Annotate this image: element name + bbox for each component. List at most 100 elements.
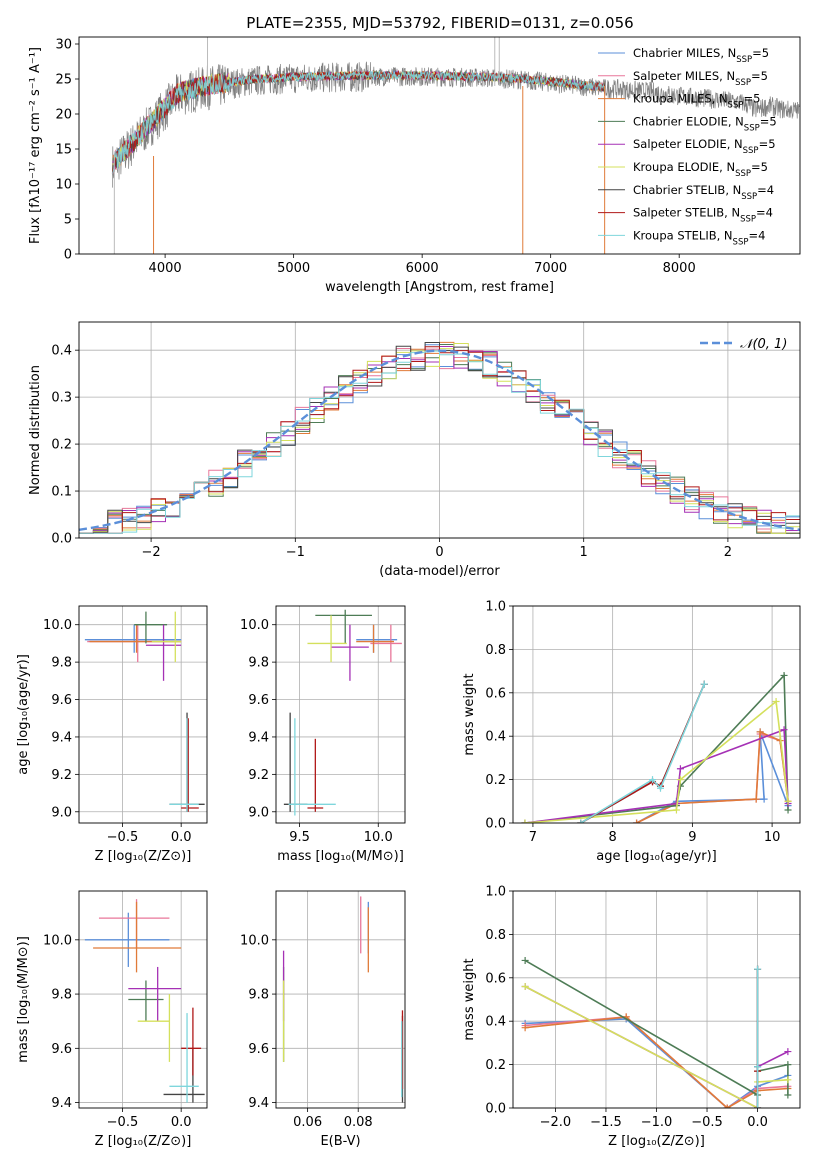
tick-label-x: 10 (764, 830, 781, 845)
tick-label-y: 0.8 (485, 928, 506, 943)
tick-label-y: 9.4 (248, 1096, 269, 1111)
weight-point-ELODIE_Salpeter (784, 1048, 792, 1056)
weight-line-STELIB_Salpeter (580, 683, 706, 823)
tick-label-y: 10.0 (240, 933, 269, 948)
tick-label-y: 9.4 (248, 730, 269, 745)
weight-line-ELODIE_Kroupa (524, 699, 789, 823)
errorbar-STELIB_Kroupa (288, 718, 336, 816)
tick-label-x: 7 (529, 830, 537, 845)
panel-mass_vs_Z: −0.5 0.0 9.4 9.6 9.8 10.0 Z [log₁₀(Z/Z⊙)] mass … (16, 890, 208, 1149)
weight-point-ELODIE_Chabrier (784, 1091, 792, 1099)
tick-label-y: 20 (55, 108, 72, 123)
y-axis-label: mass [log₁₀(M/M⊙)] (16, 936, 31, 1063)
axes-frame (78, 605, 208, 824)
weight-point-ELODIE_Chabrier (784, 806, 792, 814)
frame-residuals: −2 −1 0 1 2 0.0 0.1 0.2 0.3 0.4 (data-model)/error… (28, 321, 801, 579)
tick-label-y: 10.0 (240, 618, 269, 633)
legend-entry-MILES_Kroupa: Kroupa MILES, NSSP=5 (633, 92, 760, 111)
frame-mass_vs_ebv: 0.06 0.08 9.4 9.6 9.8 10.0 E(B-V) (240, 890, 406, 1149)
weight-line-STELIB_Chabrier (580, 683, 706, 823)
tick-label-y: 0.0 (51, 532, 72, 547)
axes-frame (275, 890, 406, 1109)
figure-title: PLATE=2355, MJD=53792, FIBERID=0131, z=0… (246, 14, 633, 32)
weight-point-ELODIE_Kroupa (672, 806, 680, 814)
legend-entry-ELODIE_Salpeter: Salpeter ELODIE, NSSP=5 (633, 137, 776, 156)
legend-entry-MILES_Chabrier: Chabrier MILES, NSSP=5 (633, 46, 769, 65)
tick-label-y: 0.8 (485, 643, 506, 658)
tick-label-y: 9.8 (51, 656, 72, 671)
charts-layer: 4000 5000 6000 7000 8000051015202530waveleng… (16, 36, 801, 1149)
weight-point-ELODIE_Kroupa (521, 819, 529, 823)
errorbar-STELIB_Salpeter (181, 1007, 202, 1076)
frame-mass_vs_Z: −0.5 0.0 9.4 9.6 9.8 10.0 Z [log₁₀(Z/Z⊙)] mass … (16, 890, 208, 1149)
legend-entry-STELIB_Chabrier: Chabrier STELIB, NSSP=4 (633, 183, 774, 202)
y-axis-label: Flux [fλ10⁻¹⁷ erg cm⁻² s⁻¹ A⁻¹] (28, 47, 43, 244)
y-axis-label: age [log₁₀(age/yr)] (16, 654, 31, 775)
tick-label-y: 9.6 (248, 693, 269, 708)
tick-label-x: 10.0 (364, 830, 393, 845)
spectrum-legend: Chabrier MILES, NSSP=5 Salpeter MILES, NS… (598, 46, 777, 247)
tick-label-x: −0.5 (691, 1115, 723, 1130)
tick-label-y: 15 (55, 143, 72, 158)
model-spectrum-STELIB_Kroupa (111, 70, 606, 174)
weight-point-MILES_Kroupa (756, 728, 764, 736)
tick-label-y: 9.0 (51, 805, 72, 820)
tick-label-y: 9.8 (248, 988, 269, 1003)
errorbar-ELODIE_Salpeter (331, 624, 369, 681)
x-axis-label: wavelength [Angstrom, rest frame] (325, 280, 554, 295)
weight-point-STELIB_Kroupa (754, 965, 762, 973)
marks-mass_vs_Z (84, 899, 205, 1103)
tick-label-y: 1.0 (485, 600, 506, 615)
x-axis-label: (data-model)/error (379, 564, 500, 579)
weight-point-ELODIE_Kroupa (676, 776, 684, 784)
marks-mass_weight_vs_age (521, 671, 792, 823)
panel-age_vs_Z: −0.5 0.0 9.0 9.2 9.4 9.6 9.8 10.0 Z [log₁₀(Z/Z⊙)… (16, 605, 208, 864)
x-axis-label: Z [log₁₀(Z/Z⊙)] (95, 1134, 192, 1149)
tick-label-y: 0.6 (485, 971, 506, 986)
legend-entry-MILES_Salpeter: Salpeter MILES, NSSP=5 (633, 69, 768, 88)
tick-label-y: 10 (55, 178, 72, 193)
axes-frame (78, 890, 208, 1109)
errorbar-ELODIE_Chabrier (315, 609, 372, 644)
weight-point-ELODIE_Chabrier (521, 956, 529, 964)
weight-point-STELIB_Kroupa (700, 680, 708, 688)
weight-point-ELODIE_Kroupa (784, 1076, 792, 1084)
tick-label-y: 0.2 (485, 773, 506, 788)
tick-label-x: 5000 (277, 261, 310, 276)
errorbar-STELIB_Kroupa (169, 1013, 199, 1103)
weight-point-STELIB_Kroupa (577, 819, 585, 823)
tick-label-y: 0.0 (485, 817, 506, 832)
tick-label-x: 9.5 (289, 830, 310, 845)
gaussian-curve (79, 349, 800, 531)
errorbar-MILES_Salpeter (370, 624, 402, 663)
axes-frame (512, 890, 801, 1109)
legend-entry-ELODIE_Kroupa: Kroupa ELODIE, NSSP=5 (633, 160, 768, 179)
weight-point-MILES_Kroupa (633, 819, 641, 823)
tick-label-y: 0.1 (51, 485, 72, 500)
tick-label-x: −1.0 (641, 1115, 673, 1130)
tick-label-x: −1 (286, 545, 305, 560)
weight-point-ELODIE_Kroupa (784, 797, 792, 805)
weight-line-ELODIE_Chabrier (524, 673, 789, 823)
grid-mass_vs_ebv (276, 891, 405, 1108)
tick-label-y: 0.4 (485, 1015, 506, 1030)
errorbar-ELODIE_Salpeter (128, 966, 182, 1022)
errorbar-ELODIE_Kroupa (151, 611, 182, 663)
weight-point-MILES_Kroupa (521, 1024, 529, 1032)
weight-line-MILES_Chabrier (636, 731, 789, 823)
weight-point-ELODIE_Chabrier (780, 671, 788, 679)
tick-label-x: 0.0 (171, 830, 192, 845)
tick-label-x: 0 (435, 545, 443, 560)
errorbar-MILES_Chabrier (84, 624, 182, 653)
weight-point-MILES_Chabrier (760, 795, 768, 803)
errorbar-MILES_Salpeter (98, 899, 170, 948)
tick-label-x: 0.0 (747, 1115, 768, 1130)
tick-label-x: 0.08 (344, 1115, 373, 1130)
tick-label-x: 4000 (149, 261, 182, 276)
marks-age_vs_mass (283, 609, 402, 816)
weight-point-STELIB_Kroupa (656, 784, 664, 792)
tick-label-y: 0.4 (485, 730, 506, 745)
axes-frame (275, 605, 406, 824)
panel-mass_weight_vs_age: 7 8 9 10 0.0 0.2 0.4 0.6 0.8 1.0 age [log₁₀(age/yr… (462, 600, 801, 864)
weight-line-MILES_Kroupa (525, 1016, 788, 1108)
